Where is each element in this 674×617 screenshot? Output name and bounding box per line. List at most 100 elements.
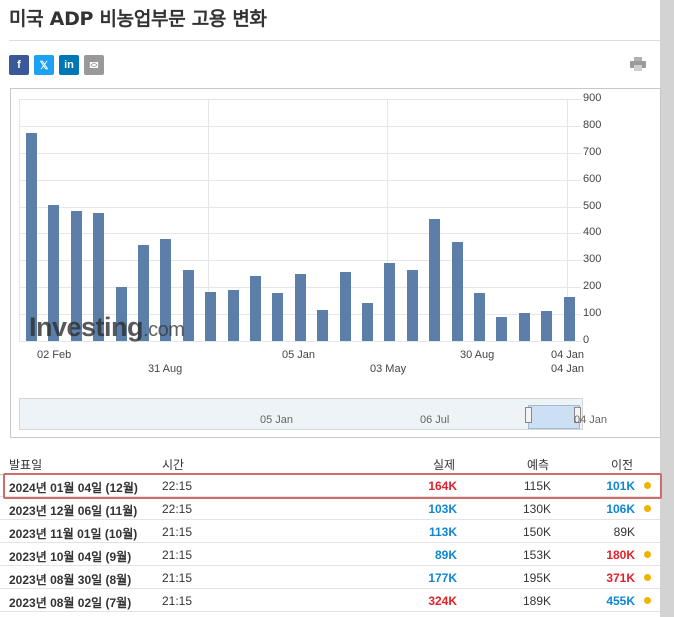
x-tick-label: 05 Jan xyxy=(282,349,316,361)
cell-date: 2023년 08월 02일 (7월) xyxy=(9,596,132,610)
gridline-v xyxy=(387,99,388,341)
gridline-v xyxy=(208,99,209,341)
cell-date: 2023년 10월 04일 (9월) xyxy=(9,550,132,564)
chart-bar[interactable] xyxy=(70,211,82,341)
chart-bar[interactable] xyxy=(272,292,284,341)
cell-forecast: 195K xyxy=(522,571,551,585)
navigator-left-handle[interactable] xyxy=(525,407,532,423)
cell-previous: 180K xyxy=(606,548,635,562)
print-icon[interactable] xyxy=(630,57,646,71)
table-row[interactable]: 2023년 08월 02일 (7월) 21:15 324K 189K 455K xyxy=(0,589,660,612)
chart-bar[interactable] xyxy=(227,289,239,341)
chart-bar[interactable] xyxy=(182,269,194,341)
cell-forecast: 150K xyxy=(522,525,551,539)
cell-time: 22:15 xyxy=(162,502,193,516)
chart-bar[interactable] xyxy=(294,273,306,341)
chart-bar[interactable] xyxy=(160,239,172,341)
cell-actual: 324K xyxy=(428,594,457,608)
chart-bar[interactable] xyxy=(115,287,127,341)
gridline-h xyxy=(19,152,581,154)
chart-bar[interactable] xyxy=(205,291,217,341)
table-row[interactable]: 2023년 08월 30일 (8월) 21:15 177K 195K 371K xyxy=(0,566,660,589)
gridline-v xyxy=(567,99,568,341)
header-date[interactable]: 발표일 xyxy=(9,458,43,472)
table-row[interactable]: 2023년 12월 06일 (11월) 22:15 103K 130K 106K xyxy=(0,497,660,520)
chart-bar[interactable] xyxy=(541,310,553,341)
cell-date: 2024년 01월 04일 (12월) xyxy=(9,481,138,495)
table-row[interactable]: 2024년 01월 04일 (12월) 22:15 164K 115K 101K xyxy=(0,474,660,497)
cell-date: 2023년 12월 06일 (11월) xyxy=(9,504,138,518)
linkedin-share-icon[interactable]: in xyxy=(59,55,79,75)
y-tick-label: 800 xyxy=(583,118,602,131)
header-actual[interactable]: 실제 xyxy=(433,458,456,472)
navigator-selection[interactable] xyxy=(528,405,580,429)
chart-bar[interactable] xyxy=(362,303,373,341)
chart-bar[interactable] xyxy=(474,293,485,341)
cell-time: 21:15 xyxy=(162,571,193,585)
y-tick-label: 700 xyxy=(583,145,602,158)
y-tick-label: 400 xyxy=(583,226,602,239)
chart-navigator[interactable] xyxy=(19,398,583,430)
cell-previous: 371K xyxy=(606,571,635,585)
cell-actual: 113K xyxy=(428,525,457,539)
header-forecast[interactable]: 예측 xyxy=(527,458,550,472)
cell-forecast: 189K xyxy=(522,594,551,608)
chart-bar[interactable] xyxy=(496,317,508,341)
header-previous[interactable]: 이전 xyxy=(611,458,634,472)
table-row[interactable]: 2023년 10월 04일 (9월) 21:15 89K 153K 180K xyxy=(0,543,660,566)
chart-bar[interactable] xyxy=(339,272,351,341)
cell-actual: 177K xyxy=(428,571,457,585)
chart-bar[interactable] xyxy=(26,132,37,341)
chart-bar[interactable] xyxy=(138,245,149,341)
chart-bar[interactable] xyxy=(317,309,329,341)
y-tick-label: 600 xyxy=(583,172,602,185)
navigator-right-handle[interactable] xyxy=(574,407,581,423)
y-tick-label: 200 xyxy=(583,280,602,293)
chart-bar[interactable] xyxy=(563,296,575,341)
gridline-h xyxy=(19,233,581,235)
cell-actual: 89K xyxy=(434,548,457,562)
importance-dot-icon xyxy=(644,505,651,512)
gridline-h xyxy=(19,99,581,100)
facebook-share-icon[interactable]: f xyxy=(9,55,29,75)
table-row[interactable]: 2023년 11월 01일 (10월) 21:15 113K 150K 89K xyxy=(0,520,660,543)
email-share-icon[interactable]: ✉ xyxy=(84,55,104,75)
importance-dot-icon xyxy=(644,597,651,604)
cell-previous: 89K xyxy=(613,525,635,539)
chart-bar[interactable] xyxy=(250,276,261,341)
twitter-share-icon[interactable]: 𝕏 xyxy=(34,55,54,75)
header-time[interactable]: 시간 xyxy=(162,458,185,472)
cell-forecast: 153K xyxy=(522,548,551,562)
y-tick-label: 300 xyxy=(583,253,602,266)
importance-dot-icon xyxy=(644,482,651,489)
chart-bar[interactable] xyxy=(93,213,105,341)
cell-forecast: 115K xyxy=(523,479,551,493)
chart-container xyxy=(10,88,661,438)
cell-date: 2023년 11월 01일 (10월) xyxy=(9,527,138,541)
chart-bar[interactable] xyxy=(406,269,418,341)
cell-previous: 106K xyxy=(606,502,635,516)
divider xyxy=(9,40,660,41)
cell-time: 21:15 xyxy=(162,548,193,562)
navigator-label: 06 Jul xyxy=(420,414,450,426)
cell-date: 2023년 08월 30일 (8월) xyxy=(9,573,132,587)
cell-time: 21:15 xyxy=(162,594,193,608)
importance-dot-icon xyxy=(644,551,651,558)
cell-actual: 164K xyxy=(428,479,457,493)
navigator-label: 04 Jan xyxy=(574,414,608,426)
chart-bar[interactable] xyxy=(518,313,530,341)
chart-bar[interactable] xyxy=(451,242,463,341)
investing-watermark: Investing.com xyxy=(29,312,185,342)
navigator-label: 05 Jan xyxy=(260,414,294,426)
gridline-h xyxy=(19,179,581,181)
cell-actual: 103K xyxy=(428,502,457,516)
chart-bar[interactable] xyxy=(48,205,60,341)
gridline-h xyxy=(19,341,581,342)
importance-dot-icon xyxy=(644,574,651,581)
cell-previous: 455K xyxy=(606,594,635,608)
chart-bar[interactable] xyxy=(384,263,396,341)
y-tick-label: 900 xyxy=(583,92,602,104)
chart-bar[interactable] xyxy=(429,218,441,341)
cell-time: 21:15 xyxy=(162,525,193,539)
